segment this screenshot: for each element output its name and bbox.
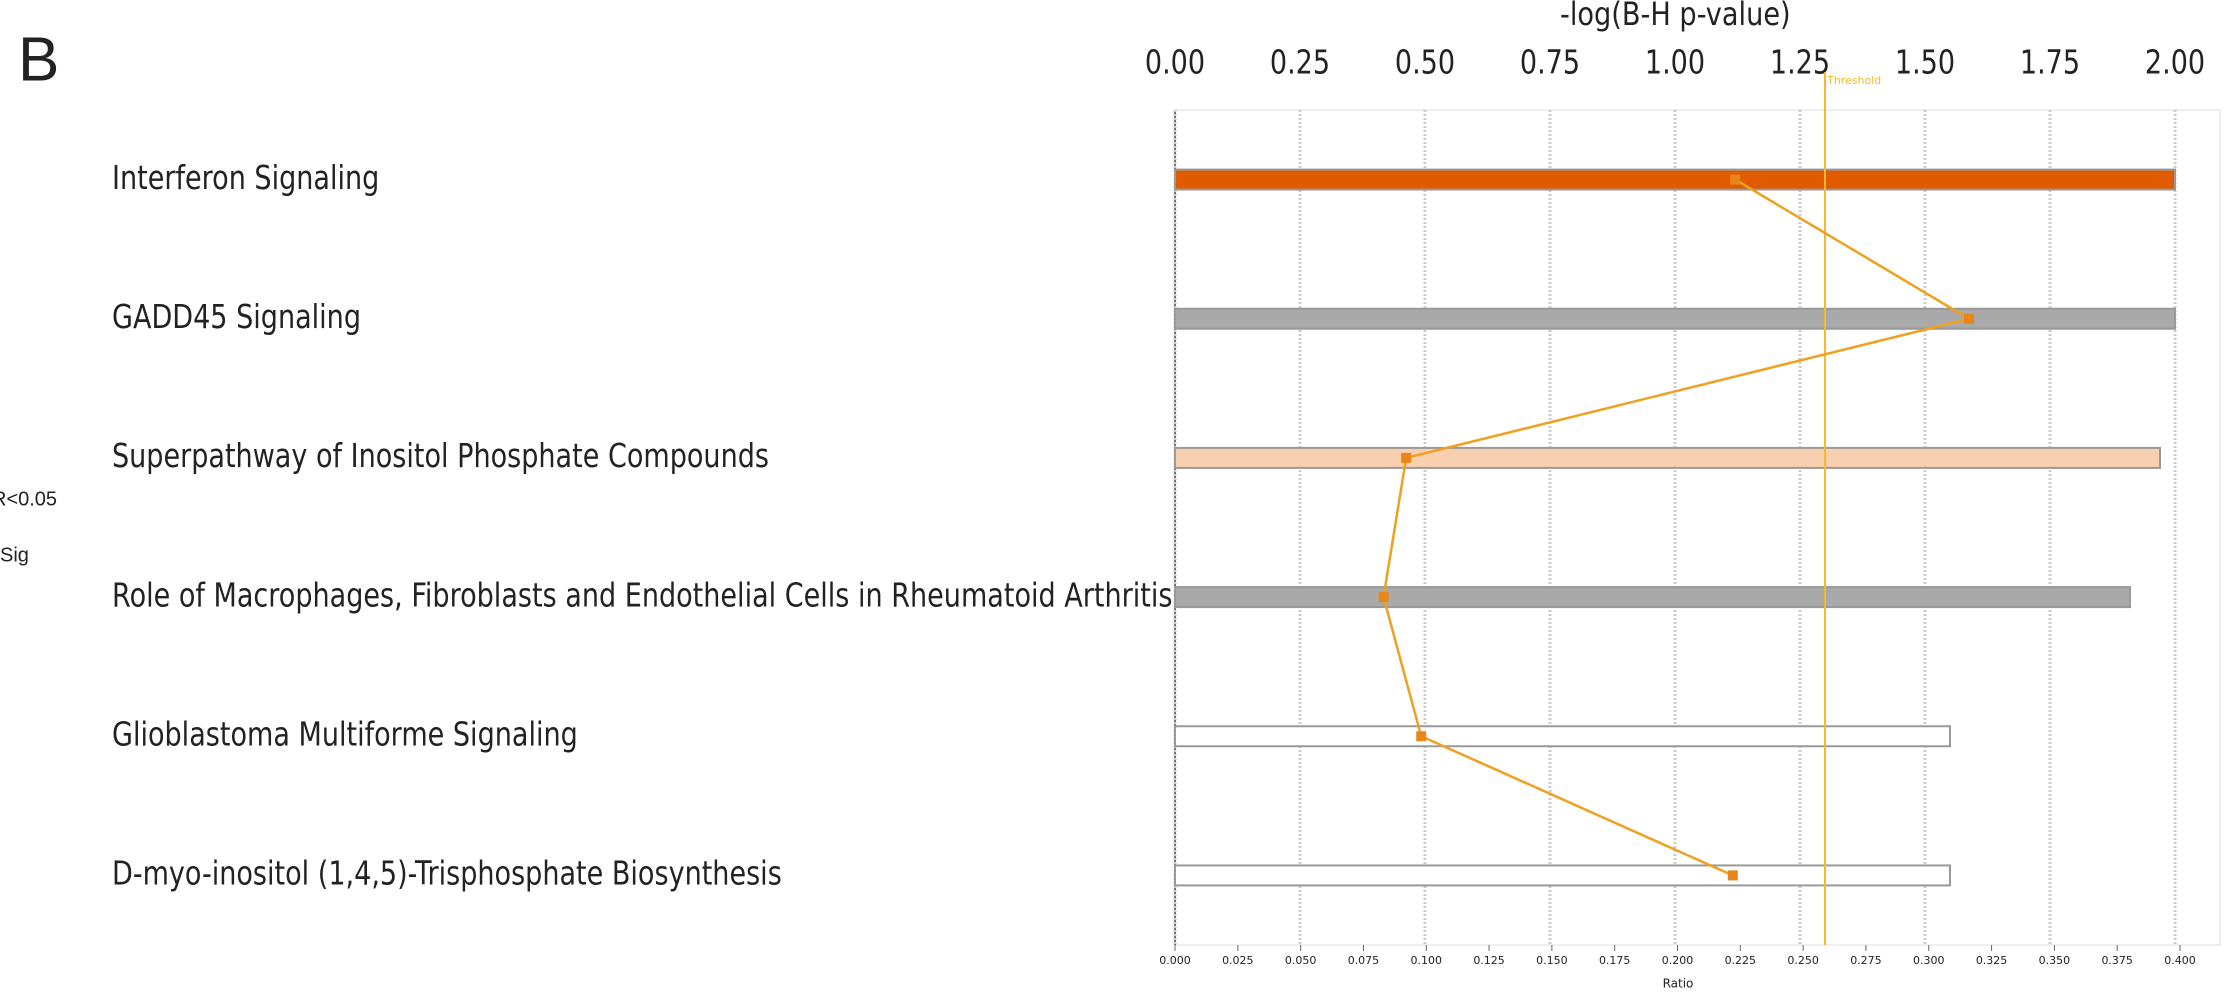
ratio-point xyxy=(1730,174,1741,185)
ratio-line xyxy=(1382,178,1973,877)
category-label: D-myo-inositol (1,4,5)-Trisphosphate Bio… xyxy=(112,855,782,893)
threshold-label: Threshold xyxy=(1826,74,1881,87)
x2-tick-label: 0.000 xyxy=(1159,954,1191,967)
ratio-point xyxy=(1727,870,1738,881)
x2-tick-label: 0.400 xyxy=(2164,954,2196,967)
ratio-point xyxy=(1378,592,1389,603)
x2-tick-label: 0.325 xyxy=(1976,954,2008,967)
ratio-point xyxy=(1416,731,1427,742)
x2-tick-label: 0.075 xyxy=(1348,954,1380,967)
category-label: GADD45 Signaling xyxy=(112,299,361,337)
x-tick-label: 0.50 xyxy=(1395,44,1455,82)
category-label: Glioblastoma Multiforme Signaling xyxy=(112,716,578,754)
bar xyxy=(1174,725,1951,748)
x-tick-label: 0.00 xyxy=(1145,44,1205,82)
x-tick-label: 1.00 xyxy=(1645,44,1705,82)
bar xyxy=(1174,307,2176,330)
x2-tick-label: 0.050 xyxy=(1285,954,1317,967)
x-tick-label: 1.25 xyxy=(1770,44,1830,82)
ratio-point xyxy=(1401,452,1412,463)
panel-label: B xyxy=(18,25,59,94)
x-tick-label: 2.00 xyxy=(2145,44,2205,82)
x2-tick-label: 0.125 xyxy=(1473,954,1505,967)
x2-tick-label: 0.200 xyxy=(1662,954,1694,967)
x2-tick-label: 0.025 xyxy=(1222,954,1254,967)
x-tick-label: 1.50 xyxy=(1895,44,1955,82)
bar xyxy=(1174,864,1951,887)
bar xyxy=(1174,446,2161,469)
category-label: Role of Macrophages, Fibroblasts and End… xyxy=(112,577,1172,615)
x2-axis-title: Ratio xyxy=(1663,977,1694,991)
plot-frame xyxy=(1174,109,2221,946)
category-label: Interferon Signaling xyxy=(112,159,379,197)
x-tick-label: 0.75 xyxy=(1520,44,1580,82)
ratio-point xyxy=(1963,313,1974,324)
x2-tick-label: 0.250 xyxy=(1787,954,1819,967)
bar xyxy=(1174,586,2131,609)
x2-tick-label: 0.100 xyxy=(1411,954,1443,967)
x2-tick-label: 0.350 xyxy=(2039,954,2071,967)
x2-tick-label: 0.175 xyxy=(1599,954,1631,967)
x2-tick-label: 0.150 xyxy=(1536,954,1568,967)
x2-tick-label: 0.375 xyxy=(2101,954,2133,967)
side-label: R<0.05 xyxy=(0,488,57,510)
x2-tick-label: 0.225 xyxy=(1725,954,1757,967)
x-axis-title: -log(B-H p-value) xyxy=(1560,0,1791,34)
x2-tick-label: 0.275 xyxy=(1850,954,1882,967)
x-tick-label: 0.25 xyxy=(1270,44,1330,82)
side-label: Sig xyxy=(0,544,29,566)
x2-tick-label: 0.300 xyxy=(1913,954,1945,967)
x-tick-label: 1.75 xyxy=(2020,44,2080,82)
category-label: Superpathway of Inositol Phosphate Compo… xyxy=(112,438,769,476)
bar xyxy=(1174,168,2176,191)
